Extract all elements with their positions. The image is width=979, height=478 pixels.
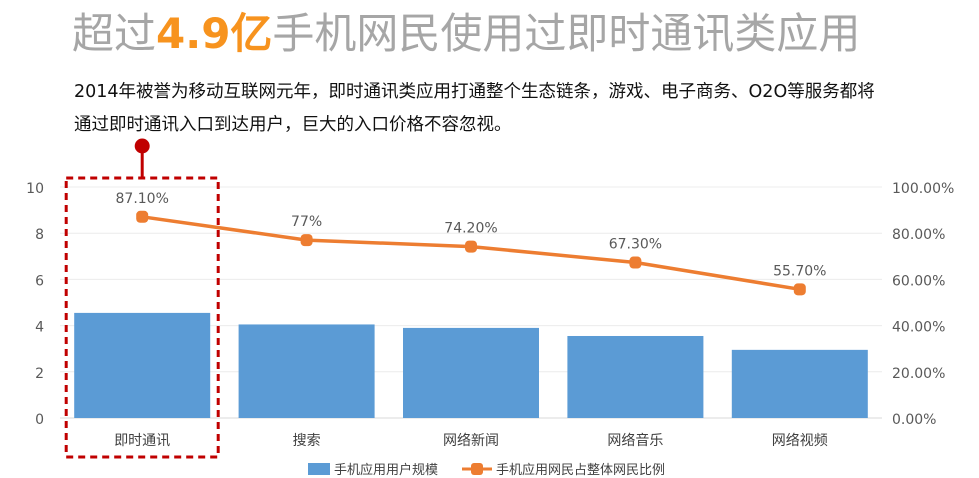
y-right-tick-label: 40.00% — [892, 320, 945, 336]
data-labels: 87.10% 77% 74.20% 67.30% 55.70% — [116, 191, 827, 280]
y-left-tick-label: 2 — [35, 366, 44, 382]
bar — [731, 349, 868, 418]
x-tick-label: 网络视频 — [772, 433, 828, 449]
y-left-tick-label: 10 — [26, 181, 44, 197]
y-left-tick-label: 8 — [35, 227, 44, 243]
data-label: 87.10% — [116, 191, 169, 207]
headline: 超过4.9亿手机网民使用过即时通讯类应用 — [72, 6, 860, 62]
line-point — [793, 283, 806, 296]
y-left-tick-label: 0 — [35, 412, 44, 428]
legend-label: 手机应用网民占整体网民比例 — [496, 462, 665, 478]
highlight-marker — [64, 138, 220, 459]
data-label: 67.30% — [609, 237, 662, 253]
bars — [74, 312, 868, 418]
y-right-tick-label: 80.00% — [892, 227, 945, 243]
y-left-tick-label: 6 — [35, 273, 44, 289]
intro-line-1: 2014年被誉为移动互联网元年，即时通讯类应用打通整个生态链条，游戏、电子商务、… — [74, 82, 875, 102]
headline-suffix: 手机网民使用过即时通讯类应用 — [272, 9, 861, 58]
line-point — [136, 210, 149, 223]
bar — [567, 335, 704, 418]
headline-prefix: 超过 — [72, 9, 157, 58]
intro-line-2: 通过即时通讯入口到达用户，巨大的入口价格不容忽视。 — [74, 115, 512, 135]
bar — [74, 312, 211, 418]
highlight-pin-head — [134, 138, 150, 154]
y-left-tick-label: 4 — [35, 320, 44, 336]
data-label: 74.20% — [444, 221, 497, 237]
legend-swatch-marker — [471, 463, 483, 475]
data-label: 55.70% — [773, 263, 826, 279]
bar — [238, 324, 375, 418]
line-point — [300, 234, 313, 247]
legend-swatch-bar — [308, 463, 330, 475]
intro-paragraph: 2014年被誉为移动互联网元年，即时通讯类应用打通整个生态链条，游戏、电子商务、… — [74, 76, 934, 142]
axes: 0 0.00% 2 20.00% 4 40.00% 6 60.00% 8 80.00% 10 100.… — [26, 181, 954, 449]
x-tick-label: 即时通讯 — [114, 433, 170, 449]
headline-highlight: 4.9亿 — [156, 9, 273, 58]
x-tick-label: 网络新闻 — [443, 433, 499, 449]
x-tick-label: 网络音乐 — [607, 432, 663, 449]
y-right-tick-label: 100.00% — [892, 181, 954, 197]
y-right-tick-label: 0.00% — [892, 412, 936, 428]
y-right-tick-label: 60.00% — [892, 273, 945, 289]
line-point — [465, 240, 477, 253]
ratio-line — [136, 210, 806, 296]
y-right-tick-label: 20.00% — [892, 366, 945, 382]
data-label: 77% — [291, 214, 322, 230]
line-point — [629, 256, 642, 269]
bar — [403, 327, 539, 418]
x-tick-label: 搜索 — [293, 432, 321, 449]
legend-label: 手机应用用户规模 — [334, 462, 438, 478]
chart-legend: 手机应用用户规模 手机应用网民占整体网民比例 — [308, 462, 665, 478]
